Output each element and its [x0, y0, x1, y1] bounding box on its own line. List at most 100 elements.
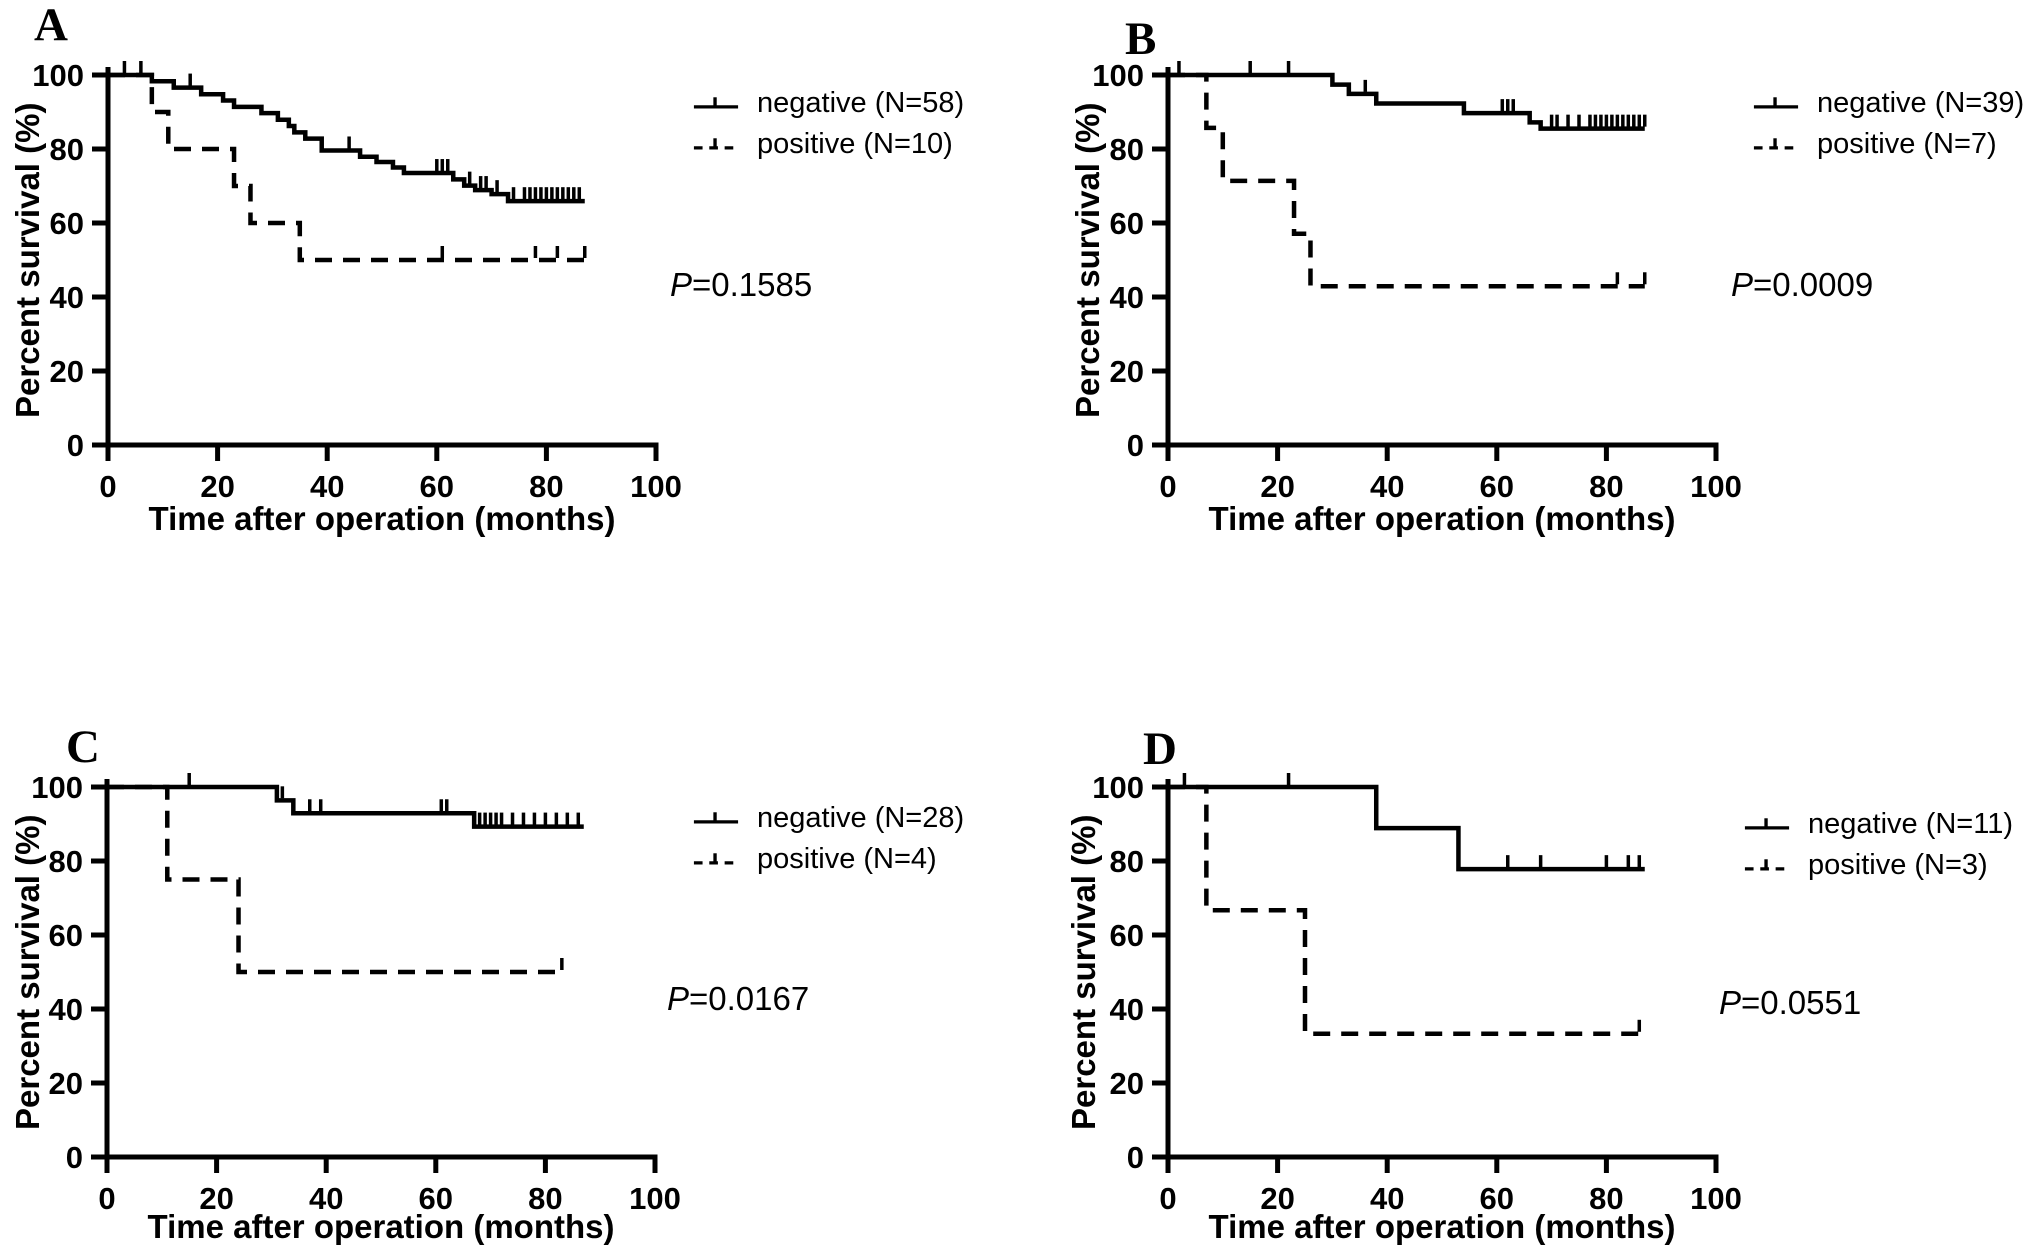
legend-label: positive (N=4) — [757, 843, 937, 875]
survival-plot-a: 0 20 40 60 80 100 0 20 40 60 80 100 — [32, 58, 682, 504]
p-value-b: P=0.0009 — [1731, 266, 1874, 303]
svg-text:80: 80 — [50, 132, 84, 167]
svg-text:20: 20 — [1260, 469, 1294, 504]
svg-text:20: 20 — [199, 1181, 233, 1216]
svg-text:20: 20 — [50, 354, 84, 389]
panel-letter-c: C — [66, 721, 100, 773]
svg-text:60: 60 — [50, 206, 84, 241]
svg-text:80: 80 — [1110, 844, 1144, 879]
panel-c: 0 20 40 60 80 100 0 20 40 60 80 100 C Percent survi… — [0, 628, 1015, 1256]
solid-line-key-icon — [1753, 96, 1799, 109]
svg-text:100: 100 — [1092, 58, 1144, 93]
survival-plot-b: 0 20 40 60 80 100 0 20 40 60 80 100 — [1092, 58, 1742, 504]
svg-text:40: 40 — [1110, 280, 1144, 315]
legend-entry-positive: positive (N=10) — [692, 124, 964, 165]
svg-text:40: 40 — [1370, 1181, 1404, 1216]
svg-text:100: 100 — [1690, 469, 1742, 504]
svg-text:20: 20 — [1110, 1066, 1144, 1101]
legend-entry-negative: negative (N=39) — [1752, 83, 2024, 124]
svg-text:100: 100 — [31, 770, 83, 805]
svg-text:0: 0 — [1159, 1181, 1176, 1216]
solid-line-key-icon — [693, 96, 739, 109]
svg-text:80: 80 — [529, 469, 563, 504]
solid-line-key-icon — [1744, 817, 1790, 830]
svg-text:20: 20 — [200, 469, 234, 504]
svg-text:100: 100 — [1690, 1181, 1742, 1216]
svg-text:0: 0 — [1127, 428, 1144, 463]
survival-plot-d: 0 20 40 60 80 100 0 20 40 60 80 100 — [1092, 770, 1742, 1216]
svg-text:100: 100 — [630, 469, 682, 504]
p-value-c: P=0.0167 — [667, 980, 810, 1017]
legend-label: positive (N=10) — [757, 128, 953, 160]
svg-text:0: 0 — [66, 1140, 83, 1175]
y-axis-label-a: Percent survival (%) — [9, 102, 46, 418]
svg-text:0: 0 — [98, 1181, 115, 1216]
svg-text:0: 0 — [1159, 469, 1176, 504]
legend-entry-positive: positive (N=4) — [692, 839, 964, 880]
solid-line-key-icon — [693, 811, 739, 824]
x-axis-label-d: Time after operation (months) — [1208, 1208, 1676, 1245]
x-axis-label-b: Time after operation (months) — [1208, 500, 1676, 537]
legend-label: positive (N=3) — [1808, 849, 1988, 881]
svg-text:40: 40 — [1110, 992, 1144, 1027]
svg-text:60: 60 — [420, 469, 454, 504]
panel-d: 0 20 40 60 80 100 0 20 40 60 80 100 D Percent survi… — [1015, 628, 2030, 1256]
legend-entry-positive: positive (N=7) — [1752, 124, 2024, 165]
svg-text:0: 0 — [67, 428, 84, 463]
legend-a: negative (N=58) positive (N=10) — [692, 83, 964, 165]
svg-text:40: 40 — [1370, 469, 1404, 504]
svg-text:60: 60 — [1480, 1181, 1514, 1216]
svg-text:40: 40 — [49, 992, 83, 1027]
panel-letter-a: A — [34, 0, 68, 51]
svg-text:80: 80 — [1589, 1181, 1623, 1216]
legend-entry-negative: negative (N=58) — [692, 83, 964, 124]
y-axis-label-c: Percent survival (%) — [9, 814, 46, 1130]
svg-text:40: 40 — [309, 1181, 343, 1216]
p-value-d: P=0.0551 — [1719, 984, 1862, 1021]
svg-text:100: 100 — [1092, 770, 1144, 805]
legend-label: negative (N=58) — [757, 87, 965, 119]
svg-text:0: 0 — [99, 469, 116, 504]
legend-d: negative (N=11) positive (N=3) — [1743, 804, 2013, 886]
dashed-line-key-icon — [693, 852, 739, 865]
x-axis-label-a: Time after operation (months) — [148, 500, 616, 537]
svg-text:80: 80 — [49, 844, 83, 879]
panel-letter-b: B — [1125, 13, 1157, 65]
legend-c: negative (N=28) positive (N=4) — [692, 798, 964, 880]
dashed-line-key-icon — [1744, 858, 1790, 871]
svg-text:20: 20 — [49, 1066, 83, 1101]
panel-b: 0 20 40 60 80 100 0 20 40 60 80 100 B Percent survi… — [1015, 0, 2030, 628]
svg-text:40: 40 — [50, 280, 84, 315]
legend-label: negative (N=39) — [1817, 87, 2025, 119]
svg-text:60: 60 — [1110, 918, 1144, 953]
svg-text:20: 20 — [1110, 354, 1144, 389]
panel-a: 0 20 40 60 80 100 0 20 40 60 80 100 A Percent survi… — [0, 0, 1015, 628]
svg-text:100: 100 — [32, 58, 84, 93]
svg-text:60: 60 — [419, 1181, 453, 1216]
svg-text:60: 60 — [1480, 469, 1514, 504]
survival-plot-c: 0 20 40 60 80 100 0 20 40 60 80 100 — [31, 770, 681, 1216]
y-axis-label-d: Percent survival (%) — [1065, 814, 1102, 1130]
svg-text:100: 100 — [629, 1181, 681, 1216]
svg-text:60: 60 — [1110, 206, 1144, 241]
svg-text:80: 80 — [528, 1181, 562, 1216]
legend-entry-negative: negative (N=11) — [1743, 804, 2013, 845]
dashed-line-key-icon — [1753, 137, 1799, 150]
y-axis-label-b: Percent survival (%) — [1069, 102, 1106, 418]
legend-label: positive (N=7) — [1817, 128, 1997, 160]
svg-text:40: 40 — [310, 469, 344, 504]
svg-text:80: 80 — [1110, 132, 1144, 167]
legend-b: negative (N=39) positive (N=7) — [1752, 83, 2024, 165]
legend-label: negative (N=28) — [757, 802, 965, 834]
legend-entry-negative: negative (N=28) — [692, 798, 964, 839]
svg-text:60: 60 — [49, 918, 83, 953]
legend-label: negative (N=11) — [1808, 808, 2013, 840]
panel-letter-d: D — [1143, 723, 1177, 775]
svg-text:0: 0 — [1127, 1140, 1144, 1175]
p-value-a: P=0.1585 — [670, 266, 813, 303]
dashed-line-key-icon — [693, 137, 739, 150]
svg-text:80: 80 — [1589, 469, 1623, 504]
legend-entry-positive: positive (N=3) — [1743, 845, 2013, 886]
svg-text:20: 20 — [1260, 1181, 1294, 1216]
